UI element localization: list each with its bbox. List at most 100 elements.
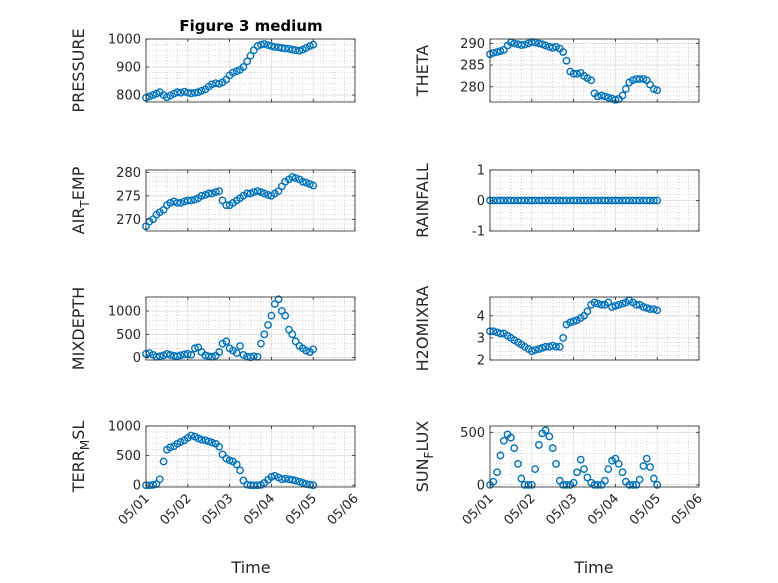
- data-marker: [162, 350, 171, 358]
- data-marker: [604, 298, 613, 307]
- data-marker: [291, 174, 300, 182]
- x-axis-label-right: Time: [573, 558, 613, 577]
- data-marker: [499, 436, 508, 445]
- data-marker: [608, 303, 616, 311]
- data-marker: [520, 480, 529, 489]
- data-marker: [604, 196, 613, 205]
- data-marker: [183, 196, 192, 205]
- x-tick-label: 05/03: [543, 491, 580, 528]
- data-marker: [611, 454, 620, 463]
- data-marker: [621, 85, 630, 93]
- data-marker: [270, 471, 279, 480]
- data-marker: [580, 465, 588, 474]
- data-marker: [264, 321, 272, 329]
- data-marker: [222, 201, 231, 210]
- subplot-2: 280 285 290 THETA: [413, 37, 700, 104]
- data-marker: [295, 46, 304, 55]
- data-marker: [632, 480, 641, 489]
- data-marker: [583, 196, 592, 205]
- data-marker: [587, 76, 596, 85]
- data-marker: [176, 438, 185, 446]
- data-marker: [260, 40, 269, 48]
- data-marker: [569, 69, 578, 78]
- data-marker: [618, 91, 627, 100]
- data-marker: [538, 196, 547, 205]
- y-tick-label: 1000: [108, 33, 141, 48]
- data-marker: [573, 69, 581, 78]
- data-marker: [260, 189, 269, 198]
- data-marker: [191, 88, 199, 97]
- y-tick-label: 0: [133, 351, 141, 366]
- data-marker: [629, 480, 637, 489]
- data-marker: [249, 352, 258, 361]
- data-marker: [496, 451, 505, 460]
- data-marker: [653, 480, 662, 489]
- data-marker: [183, 88, 192, 97]
- y-tick-label: 275: [116, 189, 141, 204]
- y-tick-label: 500: [116, 449, 141, 464]
- y-axis-label: MIXDEPTH: [69, 287, 88, 370]
- data-marker: [642, 454, 651, 463]
- data-marker: [191, 344, 199, 353]
- data-marker: [187, 350, 196, 359]
- data-marker: [593, 480, 602, 489]
- data-marker: [527, 347, 536, 356]
- y-tick-label: 1: [477, 164, 485, 179]
- data-marker: [635, 196, 644, 205]
- plot-area: [490, 39, 699, 102]
- data-marker: [281, 44, 290, 53]
- data-marker: [639, 303, 648, 311]
- data-marker: [166, 443, 175, 452]
- data-marker: [535, 39, 543, 48]
- x-tick-label: 05/02: [502, 491, 539, 528]
- data-marker: [614, 196, 623, 205]
- y-tick-label: 0: [477, 478, 485, 493]
- data-marker: [559, 333, 568, 342]
- data-marker: [569, 196, 578, 205]
- data-marker: [302, 178, 310, 187]
- data-marker: [204, 437, 213, 446]
- x-tick-label: 05/06: [669, 491, 706, 528]
- x-tick-label: 05/04: [241, 491, 278, 528]
- data-marker: [197, 191, 206, 200]
- data-marker: [510, 39, 519, 48]
- y-tick-label: 800: [116, 89, 141, 104]
- data-marker: [243, 57, 252, 66]
- x-axis-label-left: Time: [230, 558, 270, 577]
- data-marker: [548, 444, 557, 452]
- data-marker: [597, 300, 606, 309]
- y-tick-label: 270: [116, 213, 141, 228]
- data-marker: [646, 80, 654, 89]
- y-tick-label: 500: [460, 426, 485, 441]
- data-marker: [580, 196, 588, 205]
- subplot-8: 0 500 05/01 05/02 05/03 05/04 05/05 05/06 SUNFLU…: [413, 421, 706, 529]
- data-marker: [569, 317, 578, 326]
- data-marker: [309, 481, 318, 490]
- x-tick-label: 05/05: [627, 491, 664, 528]
- data-marker: [548, 196, 557, 205]
- x-tick-label: 05/01: [460, 491, 497, 528]
- data-marker: [176, 198, 185, 207]
- data-marker: [520, 196, 529, 205]
- y-axis-label: TERRMSL: [69, 421, 92, 494]
- data-marker: [270, 42, 279, 51]
- y-axis-label: RAINFALL: [413, 163, 432, 238]
- data-marker: [510, 444, 519, 452]
- data-marker: [552, 342, 560, 351]
- plot-area: [146, 297, 355, 360]
- data-marker: [281, 474, 290, 483]
- data-marker: [583, 307, 592, 316]
- data-marker: [149, 481, 158, 489]
- data-marker: [270, 300, 279, 308]
- data-marker: [590, 196, 599, 205]
- data-marker: [232, 460, 241, 469]
- data-marker: [506, 196, 515, 205]
- data-marker: [632, 300, 641, 309]
- y-tick-label: 285: [460, 59, 485, 74]
- data-marker: [576, 455, 585, 464]
- subplot-7: 0 500 1000 05/01 05/02 05/03 05/04 05/05 05/06 TE…: [69, 420, 362, 529]
- data-marker: [218, 196, 227, 205]
- data-marker: [649, 474, 658, 483]
